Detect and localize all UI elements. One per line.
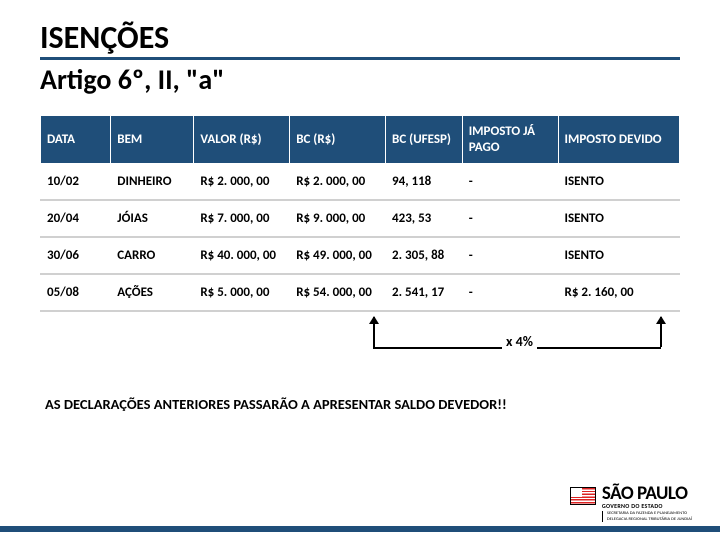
col-imposto-devido: IMPOSTO DEVIDO (558, 116, 679, 164)
sp-logo: SÃO PAULO GOVERNO DO ESTADO SECRETARIA D… (570, 485, 692, 522)
table-cell: 2. 541, 17 (386, 274, 463, 311)
table-cell: R$ 2. 160, 00 (558, 274, 679, 311)
logo-main: SÃO PAULO (602, 485, 692, 503)
table-cell: ISENTO (558, 237, 679, 274)
footer: SÃO PAULO GOVERNO DO ESTADO SECRETARIA D… (0, 478, 720, 540)
table-cell: - (462, 274, 558, 311)
col-bc-ufesp: BC (UFESP) (386, 116, 463, 164)
table-cell: R$ 2. 000, 00 (290, 164, 386, 201)
logo-dept-2: DELEGACIA REGIONAL TRIBUTÁRIA DE JUNDIAÍ (607, 517, 692, 522)
arrow-left-icon (373, 317, 375, 347)
table-cell: 2. 305, 88 (386, 237, 463, 274)
table-cell: AÇÕES (111, 274, 194, 311)
table-row: 05/08AÇÕESR$ 5. 000, 00R$ 54. 000, 002. … (41, 274, 680, 311)
table-cell: R$ 2. 000, 00 (194, 164, 290, 201)
col-bc: BC (R$) (290, 116, 386, 164)
table-row: 10/02DINHEIROR$ 2. 000, 00R$ 2. 000, 009… (41, 164, 680, 201)
table-cell: CARRO (111, 237, 194, 274)
table-cell: - (462, 237, 558, 274)
page-title: ISENÇÕES (40, 20, 680, 55)
table-cell: R$ 49. 000, 00 (290, 237, 386, 274)
table-cell: DINHEIRO (111, 164, 194, 201)
table-cell: 20/04 (41, 200, 111, 237)
logo-sub: GOVERNO DO ESTADO (602, 504, 692, 510)
table-cell: - (462, 164, 558, 201)
table-row: 30/06CARROR$ 40. 000, 00R$ 49. 000, 002.… (41, 237, 680, 274)
col-bem: BEM (111, 116, 194, 164)
col-imposto-pago: IMPOSTO JÁ PAGO (462, 116, 558, 164)
footnote-text: AS DECLARAÇÕES ANTERIORES PASSARÃO A APR… (40, 395, 680, 413)
table-cell: 94, 118 (386, 164, 463, 201)
table-cell: - (462, 200, 558, 237)
col-data: DATA (41, 116, 111, 164)
table-cell: R$ 5. 000, 00 (194, 274, 290, 311)
table-cell: ISENTO (558, 164, 679, 201)
table-cell: R$ 7. 000, 00 (194, 200, 290, 237)
table-cell: 30/06 (41, 237, 111, 274)
col-valor: VALOR (R$) (194, 116, 290, 164)
sp-flag-icon (570, 487, 596, 505)
title-underline (40, 57, 680, 60)
multiply-label: x 4% (502, 333, 537, 350)
table-cell: R$ 40. 000, 00 (194, 237, 290, 274)
footer-bar (0, 526, 720, 532)
arrow-right-icon (660, 317, 662, 347)
table-cell: JÓIAS (111, 200, 194, 237)
logo-dept-1: SECRETARIA DA FAZENDA E PLANEJAMENTO (607, 511, 692, 516)
table-cell: 10/02 (41, 164, 111, 201)
logo-dept: SECRETARIA DA FAZENDA E PLANEJAMENTO DEL… (602, 511, 692, 522)
table-cell: R$ 54. 000, 00 (290, 274, 386, 311)
calculation-annotation: x 4% (40, 317, 680, 367)
table-cell: 423, 53 (386, 200, 463, 237)
table-cell: R$ 9. 000, 00 (290, 200, 386, 237)
table-cell: 05/08 (41, 274, 111, 311)
table-cell: ISENTO (558, 200, 679, 237)
exemptions-table: DATA BEM VALOR (R$) BC (R$) BC (UFESP) I… (40, 115, 680, 312)
page-subtitle: Artigo 6º, II, "a" (40, 62, 680, 97)
table-header-row: DATA BEM VALOR (R$) BC (R$) BC (UFESP) I… (41, 116, 680, 164)
table-row: 20/04JÓIASR$ 7. 000, 00R$ 9. 000, 00423,… (41, 200, 680, 237)
